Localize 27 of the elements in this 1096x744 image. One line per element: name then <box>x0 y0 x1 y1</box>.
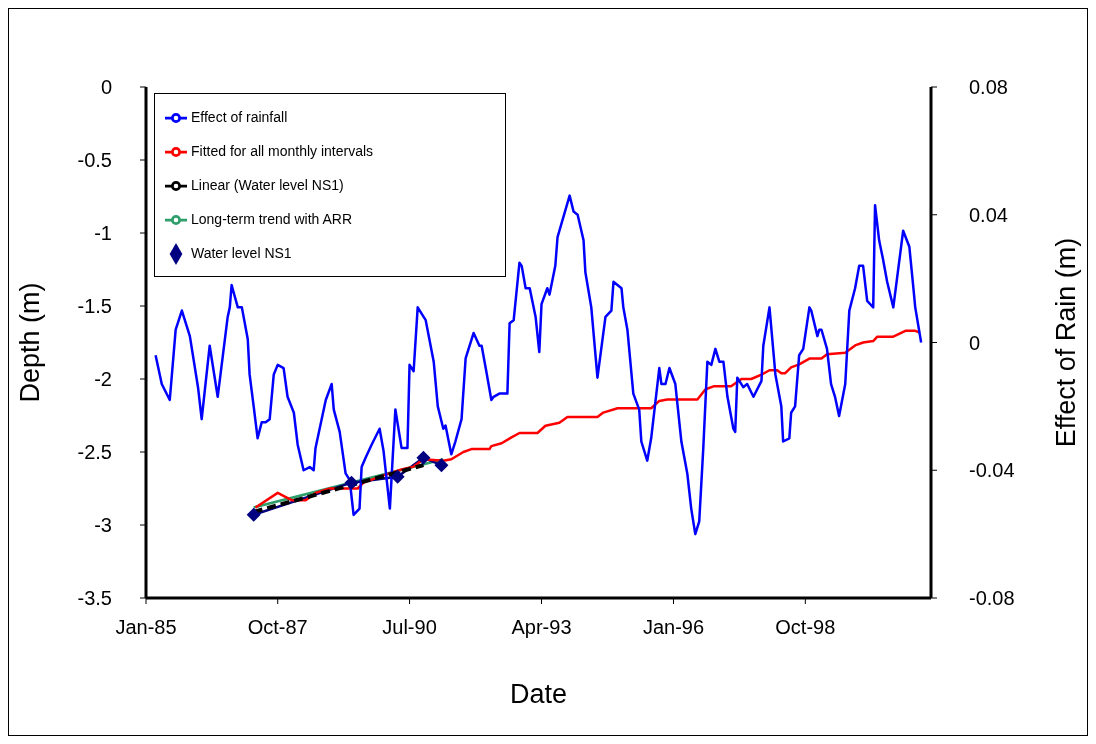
y-tick-label: -3 <box>94 514 112 537</box>
y-tick-label: 0 <box>100 76 112 99</box>
x-axis-title: Date <box>509 679 568 709</box>
x-tick-label: Jan-96 <box>642 616 705 639</box>
y2-tick-label: 0.08 <box>969 76 1008 99</box>
x-tick-label: Jul-90 <box>382 616 437 639</box>
y2-tick-label: 0 <box>969 331 981 354</box>
y2-tick-label: -0.08 <box>969 587 1015 610</box>
y-tick-label: -2 <box>94 368 112 391</box>
y-tick-label: -3.5 <box>77 587 112 610</box>
y2-tick-label: -0.04 <box>969 459 1015 482</box>
y2-tick-label: 0.04 <box>969 203 1008 226</box>
y-tick-label: -1.5 <box>77 295 112 318</box>
x-tick-label: Oct-98 <box>775 616 836 639</box>
y-axis-title: Depth (m) <box>14 282 45 403</box>
legend-label: Linear (Water level NS1) <box>191 177 344 193</box>
legend-label: Fitted for all monthly intervals <box>191 143 374 159</box>
x-tick-label: Oct-87 <box>247 616 308 639</box>
legend-label: Effect of rainfall <box>191 109 288 125</box>
x-tick-label: Apr-93 <box>511 616 572 639</box>
y-tick-label: -2.5 <box>77 441 112 464</box>
y-tick-label: -1 <box>94 222 112 245</box>
x-tick-label: Jan-85 <box>115 616 177 639</box>
legend-label: Water level NS1 <box>191 245 292 261</box>
y-tick-label: -0.5 <box>77 149 112 172</box>
legend-label: Long-term trend with ARR <box>191 211 353 227</box>
y2-axis-title: Effect of Rain (m) <box>1050 237 1081 448</box>
